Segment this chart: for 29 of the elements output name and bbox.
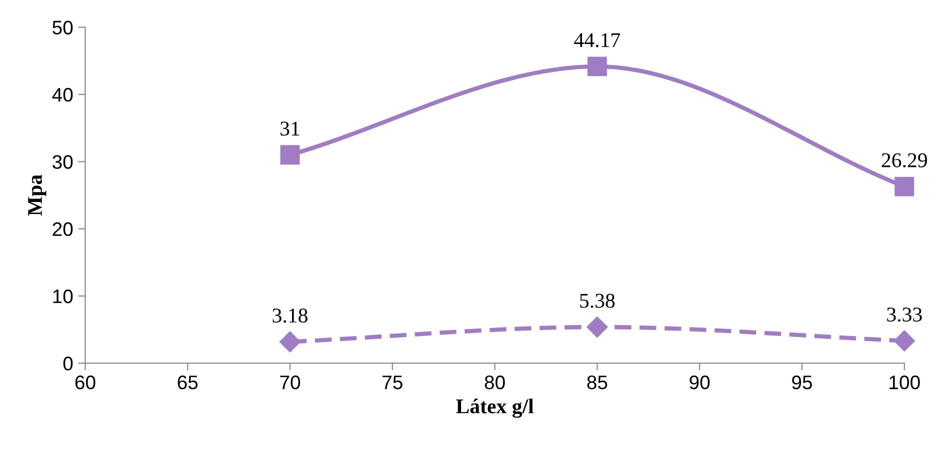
y-tick-label: 30 xyxy=(52,155,73,169)
x-tick-label: 90 xyxy=(690,376,710,390)
data-label: 3.33 xyxy=(887,308,922,322)
x-tick-label: 65 xyxy=(178,376,198,390)
data-label: 3.18 xyxy=(272,308,308,323)
data-label: 31 xyxy=(280,122,300,136)
point xyxy=(894,330,915,352)
data-label: 44.17 xyxy=(574,33,620,48)
x-tick-label: 95 xyxy=(792,376,812,390)
y-tick-label: 20 xyxy=(52,222,73,236)
data-label: 5.38 xyxy=(580,294,615,308)
y-tick-label: 40 xyxy=(52,88,73,102)
x-tick-label: 85 xyxy=(587,376,608,390)
y-tick-label: 10 xyxy=(53,289,73,304)
x-tick-label: 100 xyxy=(890,376,920,390)
point xyxy=(894,176,914,196)
y-tick-label: 0 xyxy=(63,356,73,370)
y-tick-label: 50 xyxy=(52,20,73,34)
point xyxy=(280,145,300,165)
x-tick-label: 80 xyxy=(484,376,505,390)
point xyxy=(587,56,607,76)
point xyxy=(586,316,608,338)
point xyxy=(280,331,301,352)
y-axis-title: Mpa xyxy=(28,174,46,216)
x-axis-title: Látex g/l xyxy=(456,398,534,418)
x-tick-label: 70 xyxy=(280,376,300,390)
x-tick-label: 75 xyxy=(382,376,402,390)
data-label: 26.29 xyxy=(882,153,927,168)
x-tick-label: 60 xyxy=(75,376,96,390)
